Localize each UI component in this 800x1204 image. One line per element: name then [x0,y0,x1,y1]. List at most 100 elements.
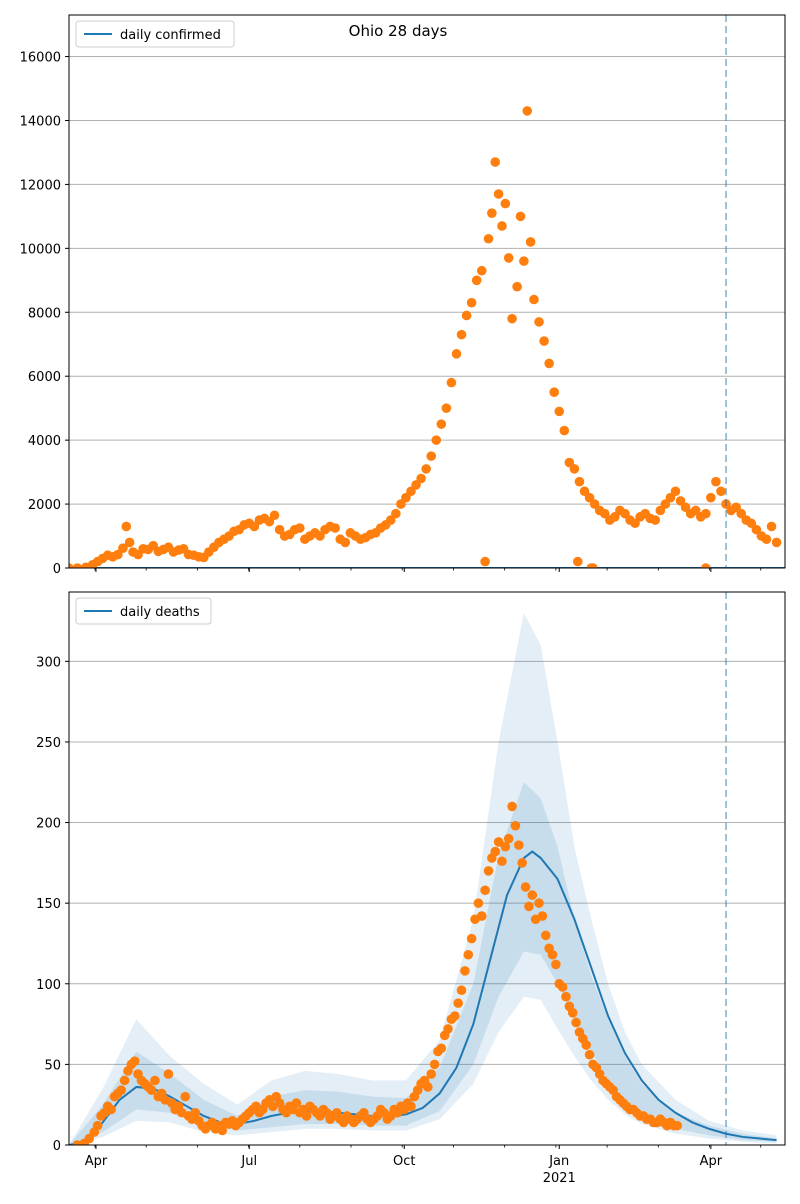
confirmed-data-point [269,510,280,521]
deaths-data-point [503,833,514,844]
confirmed-data-point [529,294,539,305]
deaths-legend-label: daily deaths [120,605,200,620]
deaths-data-point [456,985,467,996]
confirmed-data-point [391,508,401,519]
confirmed-data-point [441,403,452,413]
confirmed-data-point [701,563,711,568]
confirmed-data-point [461,310,472,321]
deaths-plot-area [69,612,777,1145]
deaths-data-point [527,890,538,900]
deaths-data-point [291,1098,302,1108]
confirmed-data-point [525,237,536,247]
deaths-data-point [490,846,501,857]
deaths-data-point [483,866,494,876]
confirmed-axes-frame [68,14,786,569]
deaths-data-point [524,901,534,912]
deaths-data-point [480,885,490,896]
confirmed-ytick-label: 6000 [28,370,61,385]
deaths-ytick-label: 250 [36,736,61,751]
confirmed-data-point [436,419,447,429]
confirmed-data-point [539,336,549,346]
confirmed-ytick-label: 14000 [20,114,61,129]
confirmed-data-point [431,435,442,445]
confirmed-data-point [706,492,716,503]
confirmed-data-point [572,556,583,567]
deaths-data-point [423,1082,433,1092]
confirmed-data-point [670,486,681,497]
deaths-data-point [429,1059,440,1070]
confirmed-data-point [711,476,721,487]
confirmed-ytick-label: 12000 [20,178,61,193]
confirmed-data-point [554,406,565,417]
confirmed-data-point [340,537,351,548]
deaths-data-point [146,1085,157,1095]
deaths-data-point [567,1007,578,1018]
deaths-data-point [497,856,507,867]
confirmed-data-point [451,349,462,359]
confirmed-data-point [512,281,522,292]
confirmed-data-point [493,189,504,199]
deaths-ytick-label: 150 [36,897,61,912]
deaths-ytick-label: 300 [36,655,61,670]
deaths-data-point [493,837,504,847]
confirmed-data-point [503,253,514,263]
confirmed-data-point [515,211,526,222]
deaths-data-point [581,1040,592,1050]
figure-title: Ohio 28 days [349,22,448,40]
deaths-uncertainty-band [69,612,777,1145]
confirmed-data-point [544,358,554,369]
deaths-data-point [443,1024,453,1034]
confirmed-ytick-label: 4000 [28,434,61,449]
xtick-label: Jan [548,1154,569,1169]
deaths-data-point [537,911,548,921]
deaths-data-point [301,1111,312,1121]
confirmed-data-point [456,329,467,340]
deaths-data-point [129,1056,140,1066]
confirmed-data-point [490,157,501,167]
deaths-data-point [106,1104,116,1115]
confirmed-data-point [650,515,661,525]
deaths-data-point [460,966,470,976]
deaths-ytick-label: 100 [36,978,61,993]
confirmed-data-point [69,563,74,568]
deaths-data-point [571,1017,581,1028]
confirmed-data-point [295,523,305,533]
confirmed-data-point [421,464,431,474]
deaths-data-point [463,949,474,960]
deaths-data-point [449,1011,460,1021]
deaths-legend: daily deaths [75,597,212,625]
confirmed-data-point [426,451,437,461]
confirmed-data-point [716,486,726,497]
deaths-data-point [150,1075,160,1086]
xtick-label: Apr [700,1154,723,1169]
deaths-data-point [92,1120,103,1131]
deaths-data-point [561,991,571,1002]
deaths-data-point [180,1091,191,1102]
deaths-legend-box [75,597,212,625]
confirmed-data-point [124,537,135,548]
deaths-data-point [116,1085,127,1095]
confirmed-data-point [72,563,83,568]
confirmed-data-point [519,256,529,266]
deaths-data-point [514,840,524,850]
deaths-uncertainty-band [69,782,777,1145]
confirmed-ytick-label: 0 [53,562,61,577]
deaths-data-point [473,898,484,908]
bottom-panel-deaths: 0 50 100 150 200 250 300 Apr Jul Oct Jan Apr 2021 dai… [36,591,786,1186]
confirmed-data-point [701,508,711,519]
top-panel-confirmed: 0 2000 4000 6000 8000 10000 12000 14000 16000 dai… [20,14,786,577]
deaths-data-point [476,911,487,921]
confirmed-ytick-label: 16000 [20,51,61,66]
confirmed-data-point [416,473,426,484]
deaths-ytick-label: 200 [36,817,61,832]
deaths-data-point [672,1120,682,1131]
deaths-data-point [507,801,517,812]
deaths-data-point [119,1075,130,1086]
deaths-data-point [466,933,477,944]
deaths-data-point [547,949,558,960]
confirmed-data-point [118,543,128,553]
confirmed-data-point [471,275,482,286]
confirmed-data-point [487,208,497,218]
